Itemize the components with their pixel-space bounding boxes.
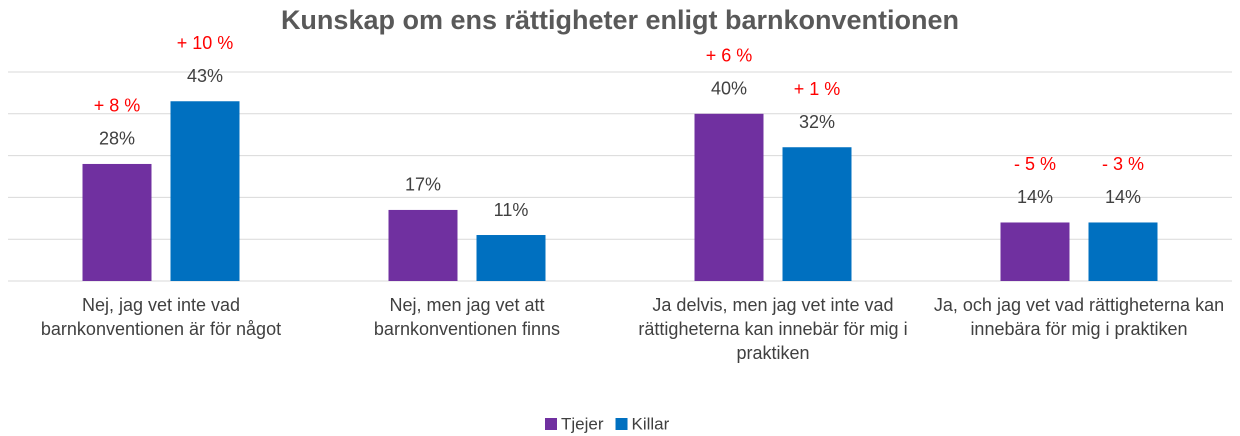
x-tick-label: Ja, och jag vet vad rättigheterna kan in… <box>933 295 1225 339</box>
data-label: 32% <box>799 112 835 132</box>
legend-label: Tjejer <box>561 414 604 433</box>
data-label: 14% <box>1017 187 1053 207</box>
data-label: 40% <box>711 79 747 99</box>
annotation: + 10 % <box>177 33 234 53</box>
bar <box>694 113 764 281</box>
data-label: 28% <box>99 129 135 149</box>
bar <box>388 209 458 281</box>
bar <box>476 235 546 281</box>
annotation: + 6 % <box>706 46 753 66</box>
data-label: 43% <box>187 66 223 86</box>
annotation: - 5 % <box>1014 154 1056 174</box>
annotation: - 3 % <box>1102 154 1144 174</box>
bar <box>82 163 152 281</box>
data-label: 17% <box>405 175 441 195</box>
chart-title: Kunskap om ens rättigheter enligt barnko… <box>281 5 959 35</box>
data-label: 11% <box>494 200 529 220</box>
annotation: + 8 % <box>94 96 141 116</box>
bar <box>1088 222 1158 281</box>
legend-label: Killar <box>632 414 670 433</box>
legend-swatch <box>615 418 628 430</box>
annotation: + 1 % <box>794 79 841 99</box>
bar <box>170 101 240 281</box>
bar <box>782 147 852 281</box>
x-tick-label: Ja delvis, men jag vet inte vad rättighe… <box>638 295 908 363</box>
legend-swatch <box>545 418 557 430</box>
x-tick-label: Nej, men jag vet att barnkonventionen fi… <box>373 295 561 339</box>
data-label: 14% <box>1105 187 1141 207</box>
x-tick-label: Nej, jag vet inte vad barnkonventionen ä… <box>40 295 282 339</box>
bar <box>1000 222 1070 281</box>
